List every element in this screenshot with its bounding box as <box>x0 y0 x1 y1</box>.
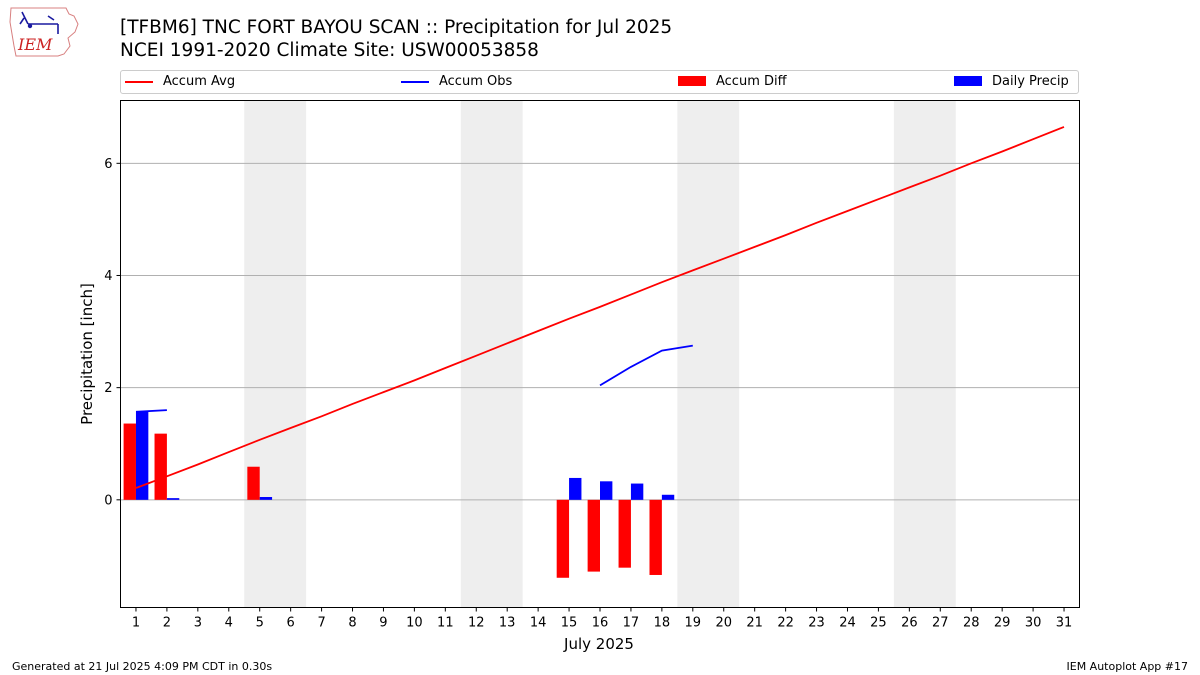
legend-swatch <box>401 81 429 83</box>
accum-diff-bar <box>154 433 167 500</box>
daily-precip-bar <box>135 411 149 500</box>
accum-avg-line <box>135 126 1065 489</box>
x-axis-ticks: 1 2 3 4 5 6 7 8 9 10 11 12 13 14 15 16 17 18 19 20 21 22 23 24 2… <box>132 607 1073 631</box>
legend-swatch <box>125 81 153 83</box>
daily-precip-bar <box>630 483 644 500</box>
footer-app: IEM Autoplot App #17 <box>1066 660 1189 673</box>
x-tick-label: 7 <box>317 616 325 631</box>
x-tick-label: 11 <box>437 616 454 631</box>
x-tick-label: 18 <box>654 616 671 631</box>
accum-diff-bar <box>618 499 631 568</box>
x-tick-label: 5 <box>256 616 264 631</box>
x-tick-label: 20 <box>715 616 732 631</box>
x-tick-label: 2 <box>163 616 171 631</box>
x-tick-label: 6 <box>287 616 295 631</box>
x-tick-label: 21 <box>746 616 763 631</box>
x-tick-label: 24 <box>839 616 856 631</box>
legend-swatch <box>678 76 706 86</box>
x-tick-label: 30 <box>1025 616 1042 631</box>
accum-diff-bar <box>587 499 600 572</box>
x-tick-label: 19 <box>685 616 702 631</box>
legend-label: Accum Avg <box>163 74 236 89</box>
x-tick-label: 9 <box>379 616 387 631</box>
y-tick-label: 2 <box>104 381 112 396</box>
legend-label: Accum Diff <box>716 74 787 89</box>
bars <box>123 411 675 578</box>
logo-text: IEM <box>17 35 53 54</box>
x-tick-label: 12 <box>468 616 485 631</box>
x-tick-label: 29 <box>994 616 1011 631</box>
y-axis-label: Precipitation [inch] <box>78 283 96 425</box>
daily-precip-bar <box>661 494 675 500</box>
legend-swatch <box>954 76 982 86</box>
x-tick-label: 10 <box>406 616 423 631</box>
lines <box>135 126 1065 489</box>
x-tick-label: 13 <box>499 616 516 631</box>
weather-station-icon <box>19 11 59 34</box>
legend-label: Daily Precip <box>992 74 1069 89</box>
x-tick-label: 26 <box>901 616 918 631</box>
y-tick-label: 6 <box>104 157 112 172</box>
accum-diff-bar <box>649 499 662 575</box>
x-tick-label: 14 <box>530 616 547 631</box>
x-tick-label: 3 <box>194 616 202 631</box>
chart-subtitle: NCEI 1991-2020 Climate Site: USW00053858 <box>120 40 539 61</box>
footer-generated: Generated at 21 Jul 2025 4:09 PM CDT in … <box>12 660 273 673</box>
iem-logo: IEM <box>9 7 79 57</box>
accum-diff-bar <box>123 423 136 500</box>
weekend-band <box>677 100 740 608</box>
iowa-outline-icon <box>9 7 79 57</box>
legend: Accum Avg Accum Obs Accum Diff Daily Pre… <box>120 70 1079 94</box>
y-tick-label: 0 <box>104 493 112 508</box>
accum-obs-line <box>599 344 693 387</box>
x-tick-label: 17 <box>623 616 640 631</box>
daily-precip-bar <box>166 498 180 500</box>
legend-label: Accum Obs <box>439 74 513 89</box>
daily-precip-bar <box>569 477 582 500</box>
y-axis-ticks: 0 2 4 6 <box>104 157 121 508</box>
accum-obs-line <box>135 409 167 413</box>
x-tick-label: 15 <box>561 616 578 631</box>
daily-precip-bar <box>259 497 273 500</box>
x-tick-label: 28 <box>963 616 980 631</box>
weekend-shading <box>244 100 956 608</box>
x-tick-label: 8 <box>348 616 356 631</box>
accum-diff-bar <box>556 499 570 578</box>
x-tick-label: 22 <box>777 616 794 631</box>
x-tick-label: 1 <box>132 616 140 631</box>
x-tick-label: 31 <box>1056 616 1073 631</box>
x-tick-label: 4 <box>225 616 233 631</box>
weekend-band <box>460 100 523 608</box>
x-tick-label: 25 <box>870 616 887 631</box>
weekend-band <box>244 100 307 608</box>
x-tick-label: 16 <box>592 616 609 631</box>
chart-title: [TFBM6] TNC FORT BAYOU SCAN :: Precipita… <box>120 17 673 38</box>
x-tick-label: 27 <box>932 616 949 631</box>
weekend-band <box>893 100 956 608</box>
daily-precip-bar <box>600 481 613 500</box>
x-axis-label: July 2025 <box>563 635 634 653</box>
x-tick-label: 23 <box>808 616 825 631</box>
accum-diff-bar <box>247 466 260 500</box>
y-tick-label: 4 <box>104 269 112 284</box>
